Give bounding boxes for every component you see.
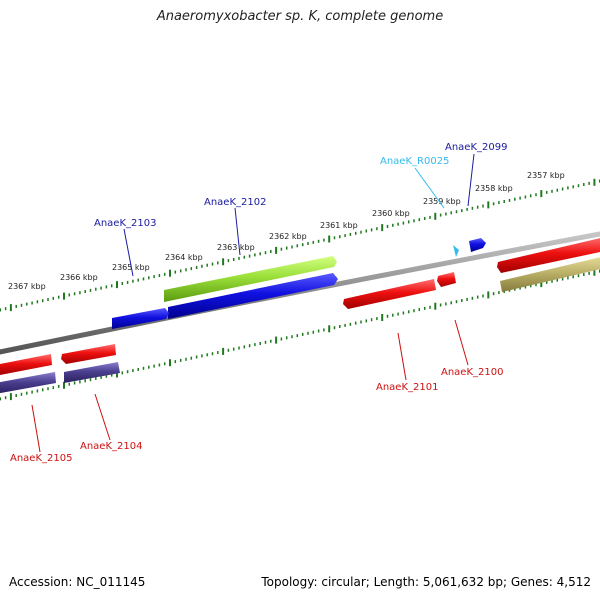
feature-AnaeK_2102[interactable]	[168, 273, 338, 319]
outer-tick-ring	[0, 178, 600, 312]
feature-AnaeK_2104[interactable]	[64, 362, 120, 383]
tick-label: 2362 kbp	[269, 232, 307, 241]
gene-label[interactable]: AnaeK_R0025	[380, 156, 449, 167]
leader-AnaeK_2099	[467, 153, 475, 207]
gene-label[interactable]: AnaeK_2105	[10, 453, 72, 464]
tick-label: 2361 kbp	[320, 221, 358, 230]
leader-AnaeK_2100	[454, 319, 469, 366]
tick-label: 2365 kbp	[112, 263, 150, 272]
genome-backbone	[0, 231, 600, 355]
leader-AnaeK_2104	[94, 393, 111, 441]
tick-label: 2366 kbp	[60, 273, 98, 282]
genome-summary-text: Topology: circular; Length: 5,061,632 bp…	[261, 575, 591, 589]
feature-AnaeK_2105[interactable]	[0, 372, 56, 394]
leader-AnaeK_2103	[123, 228, 134, 277]
feature-khaki-right[interactable]	[500, 256, 600, 292]
feature-AnaeK_R0025[interactable]	[453, 245, 459, 257]
gene-label[interactable]: AnaeK_2104	[80, 441, 142, 452]
tick-label: 2358 kbp	[475, 184, 513, 193]
leader-AnaeK_R0025	[414, 167, 445, 209]
feature-AnaeK_2104-red[interactable]	[61, 344, 116, 364]
forward-features	[112, 238, 486, 329]
tick-label: 2363 kbp	[217, 243, 255, 252]
gene-label[interactable]: AnaeK_2101	[376, 382, 438, 393]
gene-label[interactable]: AnaeK_2102	[204, 197, 266, 208]
reverse-features	[0, 237, 600, 394]
label-leaders	[31, 153, 475, 453]
tick-labels: 2367 kbp 2366 kbp 2365 kbp 2364 kbp 2363…	[8, 171, 565, 291]
tick-label: 2357 kbp	[527, 171, 565, 180]
leader-AnaeK_2101	[397, 332, 407, 381]
gene-label[interactable]: AnaeK_2099	[445, 142, 507, 153]
tick-label: 2359 kbp	[423, 197, 461, 206]
feature-red-right[interactable]	[497, 237, 600, 273]
feature-AnaeK_2101[interactable]	[343, 279, 436, 309]
tick-label: 2367 kbp	[8, 282, 46, 291]
tick-label: 2360 kbp	[372, 209, 410, 218]
accession-text: Accession: NC_011145	[9, 575, 146, 589]
feature-AnaeK_2099[interactable]	[469, 238, 486, 252]
gene-labels: AnaeK_2099 AnaeK_R0025 AnaeK_2102 AnaeK_…	[10, 142, 507, 464]
map-title: Anaeromyxobacter sp. K, complete genome	[156, 9, 444, 24]
tick-label: 2364 kbp	[165, 253, 203, 262]
feature-AnaeK_2100[interactable]	[437, 272, 456, 287]
feature-AnaeK_2105-red[interactable]	[0, 354, 52, 375]
leader-AnaeK_2105	[31, 404, 41, 453]
leader-AnaeK_2102	[234, 207, 241, 256]
gene-label[interactable]: AnaeK_2100	[441, 367, 503, 378]
gene-label[interactable]: AnaeK_2103	[94, 218, 156, 229]
feature-AnaeK_2103[interactable]	[112, 308, 169, 329]
feature-green-rna[interactable]	[164, 256, 337, 302]
